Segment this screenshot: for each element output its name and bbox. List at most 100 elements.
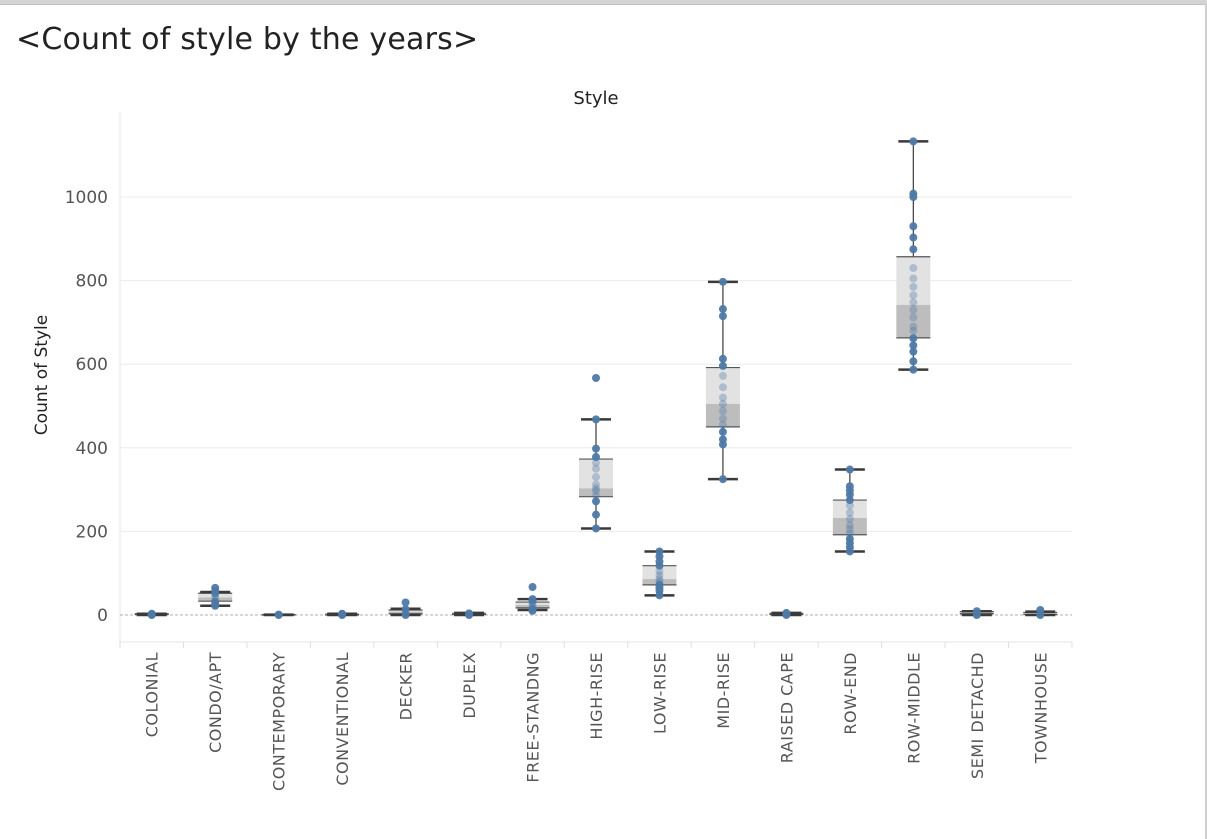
data-point [401,605,410,614]
data-point [909,245,918,254]
box-upper [705,367,740,404]
data-point [718,305,727,314]
top-border [0,0,1207,5]
data-point [465,609,474,618]
data-point [592,480,600,489]
x-category-label: FREE-STANDNG [524,652,543,783]
data-point [845,534,854,543]
data-point [909,313,918,322]
box-decker [388,598,423,619]
data-point [909,322,918,331]
data-point [211,583,220,592]
data-point [845,514,854,523]
x-category-label: DUPLEX [460,652,479,719]
data-point [655,575,664,584]
box-row-end [832,465,867,556]
data-point [909,357,918,366]
data-point [592,464,600,473]
box-row-middle [896,137,931,374]
box-contemporary [261,610,296,619]
x-category-label: MID-RISE [714,652,733,729]
data-point [845,482,854,491]
box-lower [579,488,613,497]
data-point [718,399,727,408]
data-point [528,603,537,612]
data-point [592,444,600,453]
y-tick-label: 200 [76,522,108,542]
data-point [592,491,600,500]
data-point [845,465,854,474]
data-point [592,510,600,519]
box-semi-detachd [959,607,994,619]
x-category-label: CONDO/APT [206,652,225,753]
data-point [909,233,918,242]
box-upper [832,500,867,519]
x-category-label: ROW-END [841,652,860,735]
data-point [909,305,918,314]
y-tick-label: 600 [76,355,108,375]
x-category-label: ROW-MIDDLE [904,652,923,764]
y-tick-label: 0 [97,606,108,626]
data-point [528,582,537,591]
data-point [718,435,727,444]
right-border [1205,4,1207,839]
data-point [718,361,727,370]
data-point [909,365,918,374]
box-layer [134,137,1058,619]
box-lower [705,403,740,427]
box-upper [579,459,613,489]
data-point [909,298,918,307]
page-title: <Count of style by the years> [16,22,479,57]
data-point [274,610,283,619]
data-point [655,580,664,589]
box-condo-apt [198,583,233,610]
box-colonial [134,609,169,619]
data-point [718,312,727,321]
data-point [845,521,854,530]
box-mid-rise [705,277,740,484]
data-point [592,497,600,506]
data-point [592,458,600,467]
box-upper [642,565,677,580]
box-conventional [325,609,360,619]
y-tick-label: 1000 [65,188,108,208]
box-lower [832,518,867,535]
data-point [909,274,918,283]
data-point [909,264,918,273]
y-tick-label: 400 [76,439,108,459]
data-point [718,475,727,484]
data-point [845,508,854,517]
data-point [338,609,347,618]
y-tick-label: 800 [76,272,108,292]
column-header: Style [573,88,618,109]
box-raised-cape [769,608,804,619]
box-lower [896,304,931,338]
box-townhouse [1023,605,1058,619]
x-category-label: DECKER [397,652,416,720]
data-point [401,598,410,607]
data-point [845,525,854,534]
x-category-label: RAISED CAPE [777,652,796,763]
data-point [592,452,600,461]
data-point [592,486,600,495]
data-point [909,291,918,300]
data-point [718,407,727,416]
x-category-label: HIGH-RISE [587,652,606,740]
data-point [909,341,918,350]
data-point [592,524,600,533]
data-point [401,611,410,619]
data-point [909,334,918,343]
data-point [655,577,664,586]
data-point [909,137,918,146]
data-point [592,373,600,382]
data-point [972,607,981,616]
box-free-standng [515,582,550,615]
data-point [211,595,220,604]
data-point [592,415,600,424]
data-point [147,609,156,618]
x-category-label: SEMI DETACHD [968,652,987,779]
data-point [528,595,537,604]
x-category-label: CONTEMPORARY [270,652,289,791]
data-point [528,605,537,614]
data-point [718,414,727,423]
